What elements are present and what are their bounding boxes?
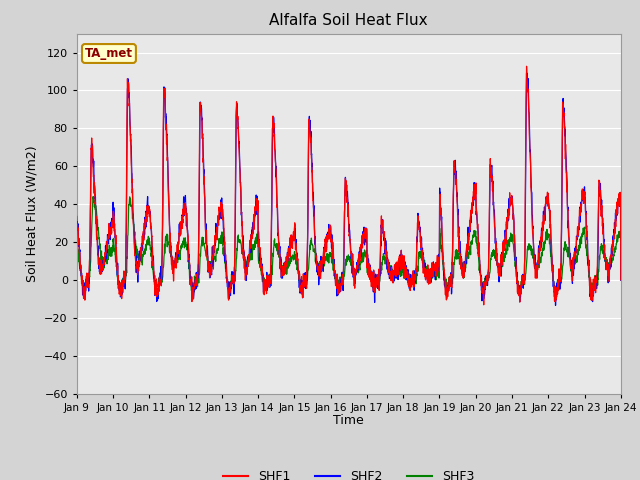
SHF1 xyxy=(225,297,232,303)
Title: Alfalfa Soil Heat Flux: Alfalfa Soil Heat Flux xyxy=(269,13,428,28)
SHF1 xyxy=(376,260,384,265)
SHF3 xyxy=(225,283,233,288)
SHF1 xyxy=(73,214,81,219)
X-axis label: Time: Time xyxy=(333,414,364,427)
SHF3 xyxy=(584,261,592,266)
SHF3 xyxy=(73,247,81,252)
SHF1 xyxy=(617,277,625,283)
Legend: SHF1, SHF2, SHF3: SHF1, SHF2, SHF3 xyxy=(218,465,480,480)
SHF3 xyxy=(89,194,97,200)
SHF1 xyxy=(507,196,515,202)
SHF2 xyxy=(524,70,531,76)
SHF2 xyxy=(584,259,592,264)
SHF3 xyxy=(508,234,515,240)
SHF2 xyxy=(552,302,559,308)
SHF3 xyxy=(570,268,577,274)
SHF3 xyxy=(377,270,385,276)
SHF1 xyxy=(480,302,488,308)
SHF1 xyxy=(584,257,592,263)
SHF2 xyxy=(365,257,372,263)
Line: SHF3: SHF3 xyxy=(77,197,621,293)
SHF1 xyxy=(570,254,577,260)
SHF3 xyxy=(116,290,124,296)
SHF3 xyxy=(365,273,372,279)
Line: SHF1: SHF1 xyxy=(77,66,621,305)
Line: SHF2: SHF2 xyxy=(77,73,621,305)
SHF3 xyxy=(617,277,625,283)
SHF2 xyxy=(376,273,384,278)
SHF2 xyxy=(225,296,232,301)
SHF2 xyxy=(507,200,515,206)
SHF2 xyxy=(570,262,577,267)
Text: TA_met: TA_met xyxy=(85,47,133,60)
SHF2 xyxy=(617,277,625,283)
Y-axis label: Soil Heat Flux (W/m2): Soil Heat Flux (W/m2) xyxy=(26,145,38,282)
SHF1 xyxy=(365,268,372,274)
SHF2 xyxy=(73,222,81,228)
SHF1 xyxy=(523,63,531,69)
